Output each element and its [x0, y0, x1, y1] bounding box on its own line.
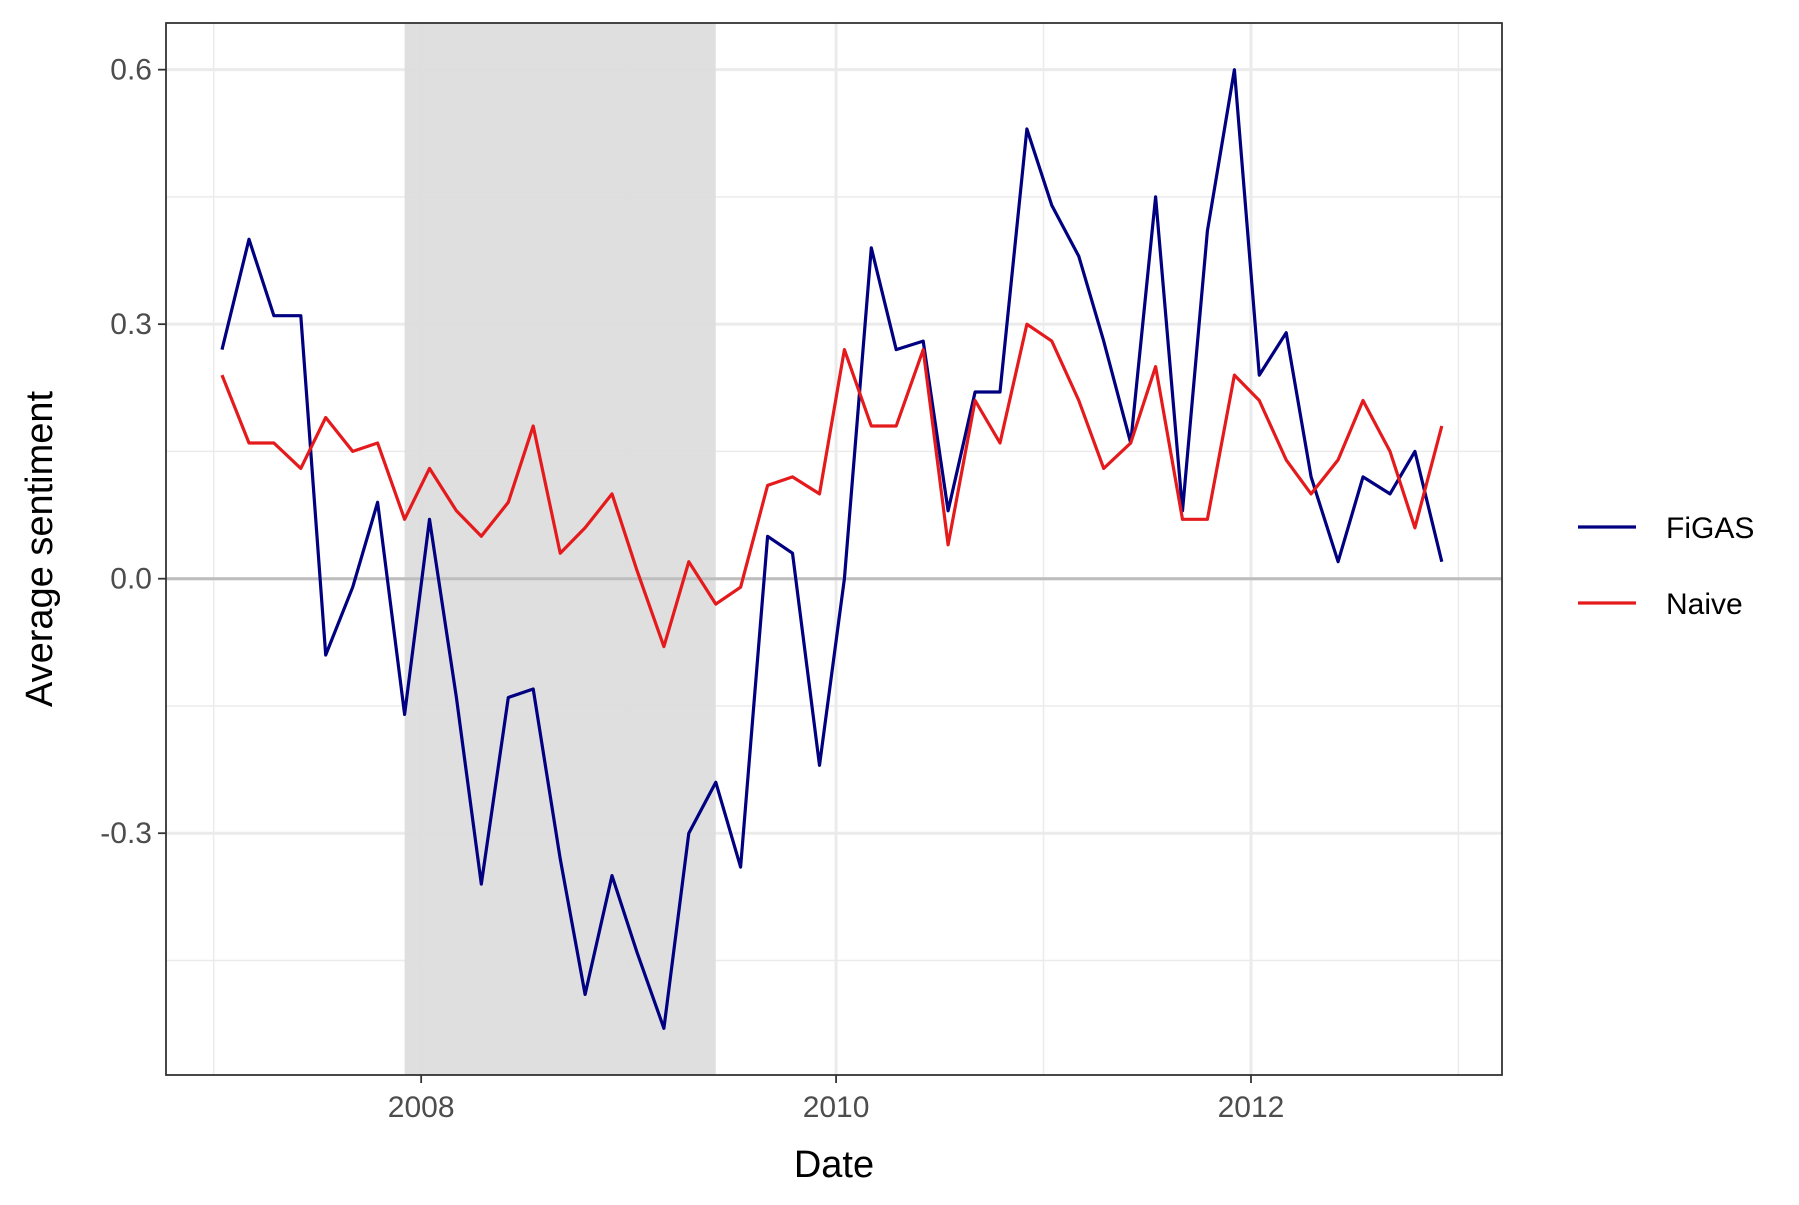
legend-label-naive: Naive: [1666, 588, 1743, 621]
series-line-figas: [220, 68, 1444, 1030]
x-tick-label: 2008: [388, 1091, 455, 1124]
y-tick-label: 0.0: [110, 563, 152, 596]
x-tick-label: 2012: [1218, 1091, 1285, 1124]
panel-border: [165, 22, 1503, 1076]
legend: FiGAS Naive: [1578, 512, 1754, 621]
x-axis-title: Date: [794, 1144, 874, 1186]
x-tick-label: 2010: [803, 1091, 870, 1124]
y-tick-label: 0.6: [110, 54, 152, 87]
axes: Date Average sentiment -0.3 0.0 0.3 0.6 2008…: [19, 54, 1284, 1186]
panel-background: [166, 23, 1502, 1075]
legend-label-figas: FiGAS: [1666, 512, 1754, 545]
series-line-naive: [220, 322, 1444, 649]
y-tick-label: 0.3: [110, 308, 152, 341]
y-tick-label: -0.3: [100, 817, 152, 850]
plot-panel: [165, 22, 1503, 1076]
y-axis-title: Average sentiment: [19, 390, 61, 707]
